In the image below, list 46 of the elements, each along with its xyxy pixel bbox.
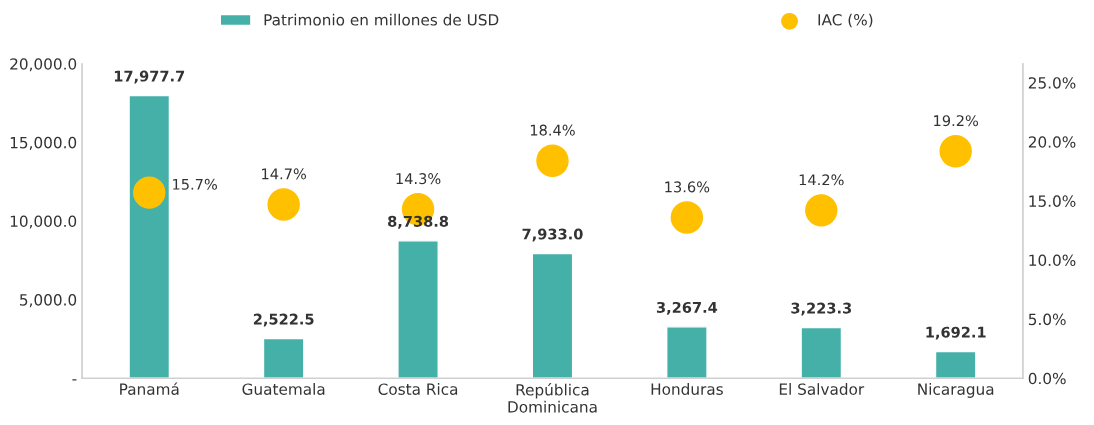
- data-label: 15.7%: [173, 178, 217, 190]
- y2-tick-label: 0.0%: [1028, 372, 1066, 385]
- data-label: 17,977.7: [114, 70, 185, 84]
- data-label: 14.7%: [262, 168, 307, 180]
- y2-tick-label: 15.0%: [1029, 195, 1076, 207]
- y2-tick-label: 10.0%: [1029, 254, 1076, 267]
- x-tick-label: República Dominicana: [508, 383, 597, 413]
- y-tick-label: 20,000.0: [10, 58, 77, 72]
- bar: [934, 350, 977, 379]
- y-tick-label: -: [72, 379, 77, 381]
- x-tick-label: Honduras: [651, 383, 723, 395]
- data-label: 14.2%: [799, 174, 844, 186]
- y2-tick-label: 20.0%: [1028, 136, 1076, 148]
- point: [670, 201, 704, 234]
- y2-tick-label: 25.0%: [1028, 77, 1076, 89]
- data-label: 7,933.0: [522, 228, 583, 242]
- data-label: 14.3%: [396, 173, 441, 185]
- bar: [397, 240, 439, 379]
- legend-label: IAC (%): [818, 13, 873, 28]
- bar: [531, 252, 574, 379]
- data-label: 19.2%: [934, 115, 979, 127]
- data-label: 3,223.3: [791, 302, 852, 316]
- point: [805, 194, 838, 227]
- y-tick-label: 10,000.0: [10, 215, 77, 229]
- y2-tick-label: 5.0%: [1028, 313, 1066, 326]
- data-label: 18.4%: [530, 124, 575, 136]
- x-tick-label: Nicaragua: [918, 383, 994, 398]
- y-tick-label: 15,000.0: [10, 136, 77, 150]
- bar: [128, 94, 171, 379]
- legend-label: Patrimonio en millones de USD: [264, 13, 499, 26]
- point: [939, 135, 972, 168]
- point: [536, 144, 569, 177]
- bar: [800, 326, 843, 379]
- point: [133, 176, 166, 209]
- x-tick-label: Guatemala: [242, 383, 325, 395]
- x-tick-label: Panamá: [120, 382, 179, 395]
- data-label: 1,692.1: [926, 326, 986, 340]
- data-label: 2,522.5: [253, 313, 314, 327]
- point: [267, 188, 300, 221]
- bar: [262, 337, 305, 379]
- y-tick-label: 5,000.0: [20, 294, 77, 308]
- x-tick-label: El Salvador: [779, 383, 865, 395]
- x-tick-label: Costa Rica: [378, 383, 458, 395]
- data-label: 3,267.4: [656, 301, 718, 315]
- data-label: 13.6%: [665, 181, 710, 193]
- bar: [666, 326, 708, 379]
